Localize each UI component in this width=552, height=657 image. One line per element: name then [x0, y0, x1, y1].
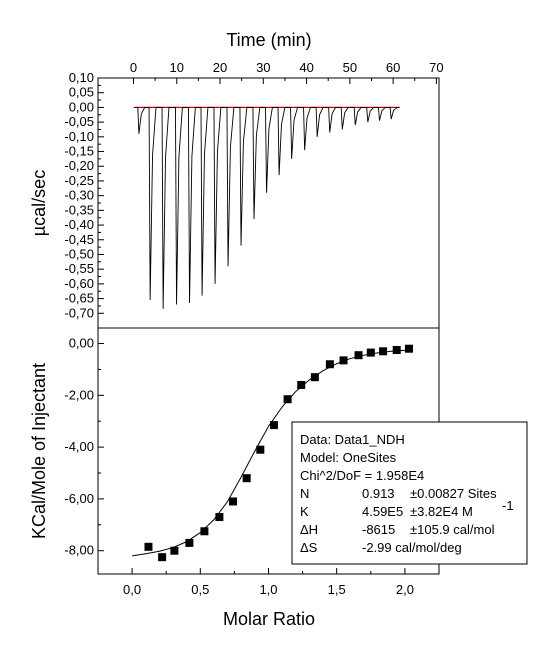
top-x-tick-label: 40 [299, 60, 313, 75]
data-point [215, 513, 224, 522]
top-y-tick-label: -0,65 [64, 291, 94, 306]
data-point [269, 421, 278, 430]
top-y-tick-label: -0,60 [64, 276, 94, 291]
data-point [379, 347, 388, 356]
data-point [200, 527, 209, 536]
data-point [242, 474, 251, 483]
data-point [185, 538, 194, 547]
top-y-tick-label: -0,15 [64, 144, 94, 159]
top-x-tick-label: 0 [130, 60, 137, 75]
top-y-tick-label: 0,05 [69, 85, 94, 100]
data-point [297, 380, 306, 389]
top-y-axis-title: µcal/sec [29, 170, 49, 236]
top-y-tick-label: 0,00 [69, 99, 94, 114]
fit-chi-label: Chi^2/DoF = 1.958E4 [300, 468, 424, 483]
fit-data-label: Data: Data1_NDH [300, 432, 405, 447]
data-point [392, 346, 401, 355]
data-point [310, 373, 319, 382]
data-point [229, 497, 238, 506]
fit-model-label: Model: OneSites [300, 450, 397, 465]
data-point [354, 351, 363, 360]
top-x-tick-label: 70 [429, 60, 443, 75]
param-dh-error: ±105.9 cal/mol [410, 522, 495, 537]
bottom-x-tick-label: 1,0 [259, 582, 277, 597]
bottom-y-tick-label: 0,00 [69, 336, 94, 351]
param-ds-value: -2.99 cal/mol/deg [362, 540, 462, 555]
bottom-y-tick-label: -2,00 [64, 387, 94, 402]
bottom-y-axis-title: KCal/Mole of Injectant [29, 363, 49, 539]
bottom-panel-ticks: 0,0 0,5 1,0 1,5 2,0 0,00 -2,00 -4,00 -6,00 -8,00 [64, 336, 414, 597]
top-y-tick-label: -0,40 [64, 217, 94, 232]
top-x-tick-label: 10 [170, 60, 184, 75]
top-y-tick-label: -0,50 [64, 246, 94, 261]
top-x-axis-title: Time (min) [226, 30, 311, 50]
param-k-name: K [300, 504, 309, 519]
param-dh-value: -8615 [362, 522, 395, 537]
top-y-tick-label: -0,30 [64, 188, 94, 203]
top-y-tick-label: -0,25 [64, 173, 94, 188]
param-ds-name: ΔS [300, 540, 318, 555]
top-y-tick-label: 0,10 [69, 70, 94, 85]
data-point [170, 546, 179, 555]
bottom-x-tick-label: 0,5 [191, 582, 209, 597]
data-point [404, 344, 413, 353]
top-panel-trace [133, 106, 400, 309]
param-n-error: ±0.00827 Sites [410, 486, 497, 501]
top-x-tick-label: 50 [343, 60, 357, 75]
top-y-tick-label: -0,10 [64, 129, 94, 144]
bottom-x-axis-title: Molar Ratio [223, 609, 315, 629]
bottom-y-tick-label: -4,00 [64, 439, 94, 454]
top-y-tick-label: -0,35 [64, 202, 94, 217]
bottom-panel-points [144, 344, 413, 562]
param-n-value: 0.913 [362, 486, 395, 501]
data-point [144, 542, 153, 551]
top-y-tick-label: -0,55 [64, 261, 94, 276]
data-point [283, 395, 292, 404]
top-y-tick-label: -0,70 [64, 305, 94, 320]
param-dh-name: ΔH [300, 522, 318, 537]
param-k-exponent: -1 [502, 498, 514, 513]
top-y-tick-label: -0,45 [64, 232, 94, 247]
data-point [256, 445, 265, 454]
thermogram-trace [133, 106, 400, 309]
data-point [339, 356, 348, 365]
param-k-error: ±3.82E4 M [410, 504, 473, 519]
param-n-name: N [300, 486, 309, 501]
top-y-tick-label: -0,05 [64, 114, 94, 129]
top-panel-ticks: 0 10 20 30 40 50 60 700,100,050,00-0,05-0,10-0,… [64, 60, 443, 320]
bottom-x-tick-label: 1,5 [328, 582, 346, 597]
fit-results-frame [291, 421, 528, 565]
top-x-tick-label: 20 [213, 60, 227, 75]
fit-results-box: Data: Data1_NDH Model: OneSites Chi^2/Do… [291, 421, 528, 565]
data-point [325, 360, 334, 369]
data-point [158, 553, 167, 562]
top-y-tick-label: -0,20 [64, 158, 94, 173]
bottom-y-tick-label: -6,00 [64, 491, 94, 506]
data-point [366, 348, 375, 357]
top-x-tick-label: 60 [386, 60, 400, 75]
bottom-x-tick-label: 2,0 [396, 582, 414, 597]
bottom-x-tick-label: 0,0 [123, 582, 141, 597]
bottom-y-tick-label: -8,00 [64, 543, 94, 558]
param-k-value: 4.59E5 [362, 504, 403, 519]
top-x-tick-label: 30 [256, 60, 270, 75]
